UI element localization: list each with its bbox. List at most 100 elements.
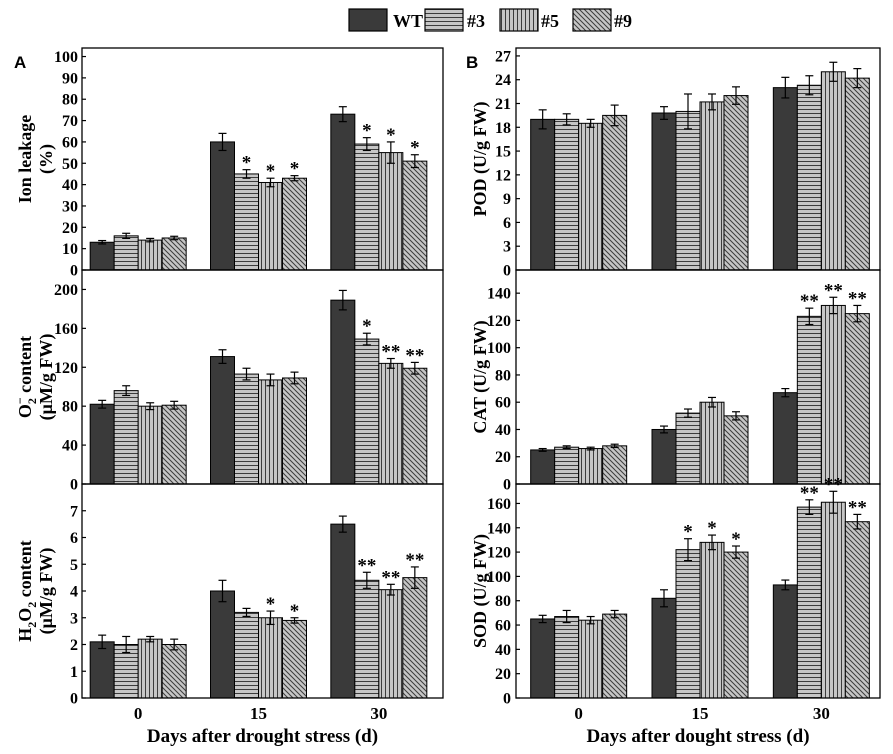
y-tick-label: 120 xyxy=(487,313,511,330)
y-axis-title-part: (%) xyxy=(36,144,57,174)
y-tick-label: 20 xyxy=(495,666,511,683)
significance-marker: * xyxy=(362,121,372,142)
error-bar xyxy=(338,515,347,533)
significance-marker: ** xyxy=(381,342,400,363)
legend-item-line-9: #9 xyxy=(572,8,632,32)
significance-marker: * xyxy=(386,125,396,146)
y-axis-title-part: POD (U/g FW) xyxy=(470,102,491,217)
error-bar xyxy=(708,534,716,551)
bar-line-9-group-1 xyxy=(161,404,187,485)
bar-line-3-group-3 xyxy=(796,315,822,485)
panel-label: B xyxy=(466,53,478,72)
y-axis-title-part: content xyxy=(15,540,35,602)
y-tick-label: 0 xyxy=(70,263,78,280)
y-tick-label: 18 xyxy=(495,120,511,137)
error-bar xyxy=(170,400,179,410)
error-bar xyxy=(538,447,547,452)
y-axis-title-part: content xyxy=(15,336,35,398)
significance-marker: ** xyxy=(848,497,867,518)
significance-marker: * xyxy=(683,522,693,543)
y-tick-label: 3 xyxy=(503,239,511,256)
error-bar xyxy=(660,425,668,434)
error-bar xyxy=(610,609,619,619)
error-bar xyxy=(98,239,107,245)
y-axis-title-part: (μM/g FW) xyxy=(36,334,57,421)
bar-wt-group-2 xyxy=(210,590,235,699)
error-bar xyxy=(829,296,838,315)
y-tick-label: 120 xyxy=(487,545,511,562)
legend-item-line-5: #5 xyxy=(499,8,559,32)
bar-line-3-group-3 xyxy=(354,338,380,485)
x-axis-title: Days after drought stress (d) xyxy=(147,726,378,747)
error-bar xyxy=(266,610,275,626)
significance-marker: ** xyxy=(405,550,424,571)
error-bar xyxy=(266,177,275,188)
error-bar xyxy=(170,235,179,241)
y-tick-label: 1 xyxy=(70,664,78,681)
error-bar xyxy=(410,566,419,589)
panel-label: A xyxy=(14,53,26,72)
bar-line-5-group-3 xyxy=(378,152,404,271)
bar-wt-group-2 xyxy=(651,597,677,699)
bar-line-3-group-1 xyxy=(554,118,580,271)
y-tick-label: 0 xyxy=(503,477,511,494)
error-bar xyxy=(829,490,838,514)
error-bar xyxy=(242,367,251,381)
y-tick-label: 20 xyxy=(62,220,78,237)
error-bar xyxy=(218,579,227,603)
error-bar xyxy=(781,387,790,398)
y-tick-label: 0 xyxy=(503,263,511,280)
bar-line-9-group-2 xyxy=(723,415,749,485)
error-bar xyxy=(386,357,395,369)
bar-wt-group-1 xyxy=(530,449,556,485)
bar-line-3-group-3 xyxy=(796,506,822,699)
y-axis-title-part: CAT (U/g FW) xyxy=(470,320,491,433)
error-bar xyxy=(610,443,619,449)
bar-line-9-group-1 xyxy=(602,613,628,699)
y-tick-label: 4 xyxy=(70,584,78,601)
error-bar xyxy=(410,154,419,169)
significance-marker: * xyxy=(290,601,300,622)
y-axis-title: Ion leakage xyxy=(15,115,35,204)
bar-line-9-group-3 xyxy=(844,77,870,271)
bars: ******** xyxy=(89,515,428,699)
bar-line-3-group-3 xyxy=(796,84,822,271)
y-tick-label: 20 xyxy=(495,449,511,466)
significance-marker: * xyxy=(410,138,420,159)
x-axis-title: Days after dought stress (d) xyxy=(586,726,809,747)
y-tick-label: 90 xyxy=(62,70,78,87)
bar-line-5-group-3 xyxy=(820,501,846,699)
error-bar xyxy=(708,396,716,408)
error-bar xyxy=(122,385,131,397)
y-tick-label: 0 xyxy=(503,691,511,708)
x-tick-label: 0 xyxy=(574,704,583,723)
significance-marker: ** xyxy=(848,288,867,309)
y-axis-title-part: − xyxy=(13,397,27,404)
significance-marker: * xyxy=(731,529,741,550)
y-axis-title: (%) xyxy=(36,144,57,174)
significance-marker: * xyxy=(362,316,372,337)
y-axis-title: POD (U/g FW) xyxy=(470,102,491,217)
y-tick-label: 40 xyxy=(62,177,78,194)
y-axis-title-part: O xyxy=(15,608,35,622)
error-bar xyxy=(853,68,862,89)
error-bar xyxy=(660,589,668,608)
plot-frame xyxy=(515,483,881,699)
error-bar xyxy=(266,373,275,387)
error-bar xyxy=(338,289,347,311)
y-tick-label: 140 xyxy=(487,286,511,303)
error-bar xyxy=(805,75,814,96)
y-axis-title-part: 2 xyxy=(25,602,39,608)
x-tick-label: 15 xyxy=(250,704,267,723)
y-tick-label: 2 xyxy=(70,637,78,654)
y-axis-title: (μM/g FW) xyxy=(36,334,57,421)
error-bar xyxy=(586,615,595,625)
y-tick-label: 40 xyxy=(495,642,511,659)
bar-line-9-group-1 xyxy=(161,237,187,271)
bar-line-9-group-3 xyxy=(402,160,428,271)
bar-wt-group-3 xyxy=(330,113,356,271)
y-axis: 0 10 20 30 40 50 60 70 80 90 100 xyxy=(54,49,86,280)
y-tick-label: 7 xyxy=(70,503,78,520)
bar-line-9-group-2 xyxy=(282,377,307,485)
